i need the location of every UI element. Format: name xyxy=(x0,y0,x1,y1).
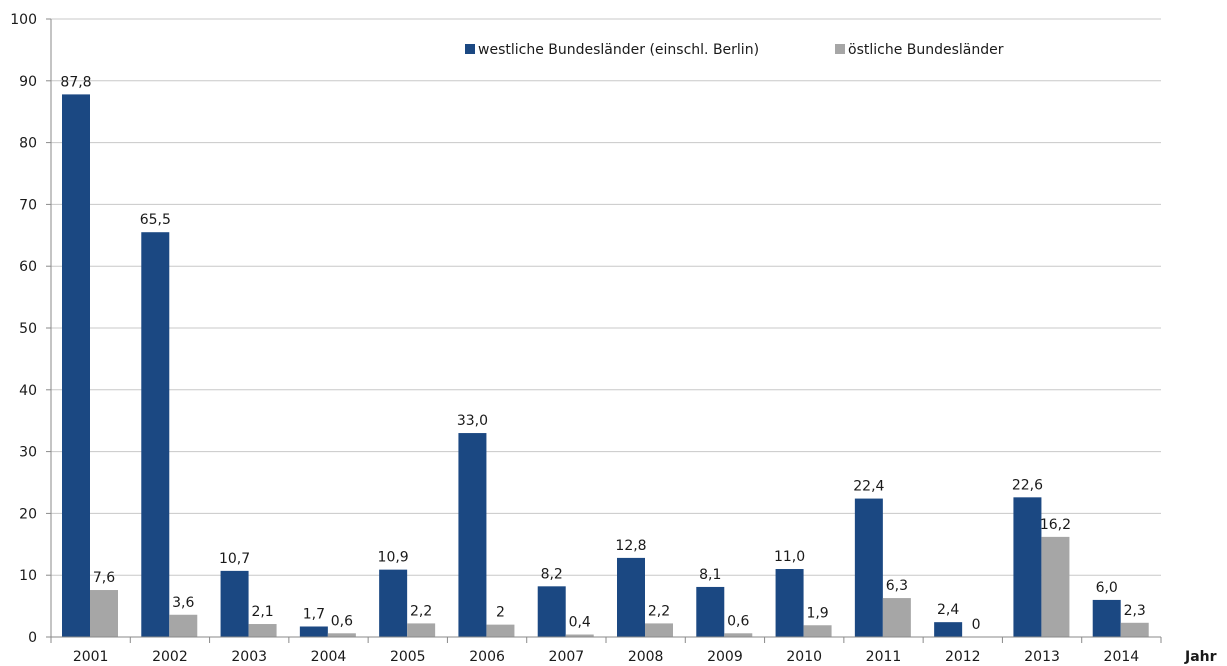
bar-east xyxy=(169,614,198,637)
bar-east xyxy=(882,598,911,637)
data-label: 2,3 xyxy=(1124,603,1146,619)
bar-west xyxy=(775,569,804,637)
bar-east xyxy=(803,625,832,637)
bar-east xyxy=(248,624,277,637)
x-axis-title: Jahr xyxy=(1184,649,1217,665)
bar-east xyxy=(645,623,673,637)
bar-west xyxy=(1092,599,1121,637)
data-label: 6,0 xyxy=(1096,580,1118,596)
data-label: 2,2 xyxy=(410,603,432,619)
data-label: 11,0 xyxy=(774,549,805,565)
data-label: 0,6 xyxy=(727,613,749,629)
bar-west xyxy=(299,626,328,637)
bar-west xyxy=(537,586,566,637)
data-label: 2 xyxy=(496,605,505,621)
x-tick-label: 2002 xyxy=(152,649,188,665)
x-tick-label: 2006 xyxy=(469,649,505,665)
x-tick-label: 2003 xyxy=(231,649,267,665)
data-label: 65,5 xyxy=(140,212,171,228)
data-label: 0,6 xyxy=(331,613,353,629)
y-tick-label: 10 xyxy=(19,568,37,584)
data-label: 10,9 xyxy=(378,550,409,566)
bar-west xyxy=(696,586,725,637)
data-label: 8,1 xyxy=(699,567,721,583)
data-label: 12,8 xyxy=(615,538,646,554)
y-tick-label: 50 xyxy=(19,321,37,337)
x-tick-label: 2012 xyxy=(945,649,981,665)
bar-west xyxy=(379,569,408,637)
y-tick-label: 40 xyxy=(19,383,37,399)
x-tick-label: 2011 xyxy=(866,649,902,665)
legend-swatch-west xyxy=(465,44,475,54)
y-tick-label: 30 xyxy=(19,445,37,461)
bar-east xyxy=(724,633,753,637)
legend-label-west: westliche Bundesländer (einschl. Berlin) xyxy=(478,42,759,58)
data-label: 22,4 xyxy=(853,479,884,495)
x-tick-label: 2008 xyxy=(628,649,664,665)
data-label: 3,6 xyxy=(172,595,194,611)
data-label: 1,9 xyxy=(806,605,828,621)
bar-west xyxy=(854,498,883,637)
bar-east xyxy=(407,623,436,637)
bar-east xyxy=(565,634,594,637)
y-tick-label: 70 xyxy=(19,197,37,213)
y-tick-label: 100 xyxy=(10,12,37,28)
data-label: 8,2 xyxy=(541,566,563,582)
x-tick-label: 2001 xyxy=(73,649,109,665)
data-label: 87,8 xyxy=(60,74,91,90)
x-tick-label: 2013 xyxy=(1024,649,1060,665)
x-tick-label: 2004 xyxy=(311,649,347,665)
x-tick-label: 2005 xyxy=(390,649,426,665)
legend-swatch-east xyxy=(835,44,845,54)
data-label: 2,1 xyxy=(251,604,273,620)
legend: westliche Bundesländer (einschl. Berlin)… xyxy=(465,42,1004,58)
data-label: 33,0 xyxy=(457,413,488,429)
y-axis: 0 10 20 30 40 50 60 70 80 90 100 xyxy=(10,12,52,646)
data-label: 6,3 xyxy=(886,578,908,594)
legend-label-east: östliche Bundesländer xyxy=(848,42,1004,58)
bar-east xyxy=(486,624,515,637)
bar-west xyxy=(62,94,90,637)
bar-west xyxy=(1013,497,1042,637)
bar-east xyxy=(90,590,118,637)
data-label: 7,6 xyxy=(93,570,115,586)
bar-west xyxy=(220,570,249,637)
data-label: 16,2 xyxy=(1040,517,1071,533)
data-label: 0 xyxy=(972,617,981,633)
bars xyxy=(62,94,1149,637)
y-tick-label: 60 xyxy=(19,259,37,275)
x-axis: 2001 2002 2003 2004 2005 2006 2007 2008 2009 2010… xyxy=(50,636,1162,665)
data-labels: 87,8 7,6 65,5 3,6 10,7 2,1 1,7 0,6 10,9 2,2 33,0 2 8… xyxy=(60,74,1145,633)
bar-west xyxy=(934,622,963,637)
bar-east xyxy=(1041,536,1070,637)
x-tick-label: 2010 xyxy=(786,649,822,665)
bar-east xyxy=(1120,622,1149,637)
bar-west xyxy=(458,433,487,637)
y-tick-label: 0 xyxy=(28,630,37,646)
bar-west xyxy=(141,232,170,637)
data-label: 22,6 xyxy=(1012,477,1043,493)
y-tick-label: 80 xyxy=(19,136,37,152)
data-label: 10,7 xyxy=(219,551,250,567)
y-tick-label: 20 xyxy=(19,506,37,522)
data-label: 1,7 xyxy=(303,606,325,622)
y-tick-label: 90 xyxy=(19,74,37,90)
x-tick-label: 2009 xyxy=(707,649,743,665)
data-label: 2,2 xyxy=(648,603,670,619)
x-tick-label: 2007 xyxy=(549,649,585,665)
bar-west xyxy=(617,557,645,637)
gridlines xyxy=(51,18,1161,576)
data-label: 2,4 xyxy=(937,602,959,618)
data-label: 0,4 xyxy=(569,615,591,631)
bar-east xyxy=(327,633,356,637)
x-tick-label: 2014 xyxy=(1104,649,1140,665)
